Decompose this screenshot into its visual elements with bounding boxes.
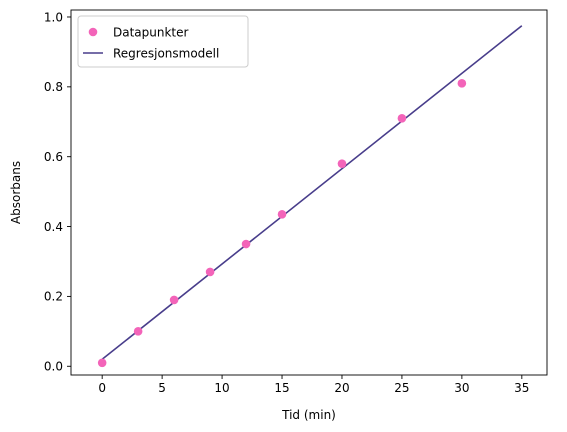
y-axis-label: Absorbans: [9, 161, 23, 224]
y-tick-label: 1.0: [44, 10, 63, 24]
data-point: [169, 295, 179, 305]
y-tick-label: 0.2: [44, 290, 63, 304]
data-point: [337, 159, 347, 168]
x-axis-label: Tid (min): [281, 408, 336, 422]
data-point: [397, 113, 407, 123]
y-tick-label: 0.6: [44, 150, 63, 164]
x-tick-label: 25: [394, 381, 409, 395]
y-tick-label: 0.8: [44, 80, 63, 94]
data-point: [457, 79, 467, 88]
legend-marker-datapunkter: [88, 27, 98, 37]
plot-area: [70, 9, 548, 376]
y-tick-label: 0.0: [44, 360, 63, 374]
x-tick-label: 5: [158, 381, 166, 395]
x-tick-label: 0: [98, 381, 106, 395]
data-point: [133, 327, 143, 336]
y-axis: 0.0 0.2 0.4 0.6 0.8 1.0: [44, 10, 71, 374]
x-tick-label: 30: [454, 381, 469, 395]
axes-frame: [70, 9, 548, 376]
x-tick-label: 35: [514, 381, 529, 395]
x-tick-label: 20: [334, 381, 349, 395]
legend-box: [77, 15, 249, 68]
legend-label: Datapunkter: [113, 25, 189, 39]
data-point: [277, 210, 287, 219]
y-tick-label: 0.4: [44, 220, 63, 234]
data-point: [241, 239, 251, 249]
data-point: [205, 267, 215, 277]
x-tick-label: 10: [214, 381, 229, 395]
legend-label: Regresjonsmodell: [113, 46, 219, 60]
legend: Datapunkter Regresjonsmodell: [77, 15, 249, 68]
x-axis: 0 5 10 15 20 25 30 35: [98, 375, 529, 395]
x-tick-label: 15: [274, 381, 289, 395]
data-point: [97, 358, 107, 368]
